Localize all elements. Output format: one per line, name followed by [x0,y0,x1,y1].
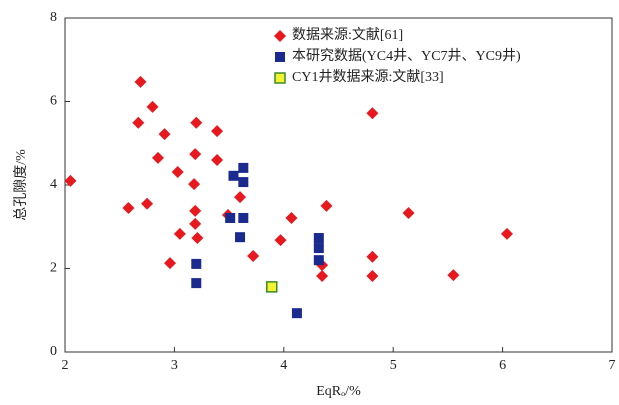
y-tick-label: 2 [50,261,57,276]
point [64,174,77,187]
point [320,199,333,212]
y-axis-label: 总孔隙度/% [13,149,29,221]
point [228,170,239,181]
point [238,212,249,223]
point [164,257,177,270]
legend-marker [274,72,286,84]
point [189,204,202,217]
point [366,250,379,263]
legend-marker [275,52,285,62]
point [134,75,147,88]
point [158,128,171,141]
point [291,308,302,319]
y-tick-label: 8 [50,10,57,25]
point [188,178,201,191]
point [266,281,278,293]
point [141,197,154,210]
point [285,211,298,224]
legend-marker [274,30,286,42]
point [191,278,202,289]
point [313,255,324,266]
point [238,177,249,188]
point [500,227,513,240]
point [402,206,415,219]
point [189,148,202,161]
point [225,212,236,223]
x-axis-label: EqRₒ/% [316,384,361,399]
x-tick-label: 7 [609,358,616,373]
point [234,191,247,204]
point [189,217,202,230]
legend-label: 本研究数据(YC4井、YC7井、YC9井) [292,48,521,64]
point [211,125,224,138]
plot-frame [64,17,613,353]
y-tick-label: 0 [50,344,57,359]
point [190,116,203,129]
point [316,270,329,283]
point [274,234,287,247]
point [132,116,145,129]
y-tick-label: 4 [50,177,57,192]
point [366,107,379,120]
point [211,153,224,166]
x-tick-label: 5 [390,358,397,373]
point [151,151,164,164]
point [191,232,204,245]
point [173,227,186,240]
point [247,249,260,262]
point [313,233,324,244]
point [238,162,249,173]
y-tick-label: 6 [50,94,57,109]
x-tick-label: 2 [62,358,69,373]
point [171,166,184,179]
point [366,270,379,283]
x-tick-label: 3 [171,358,178,373]
point [122,201,135,214]
x-tick-label: 6 [499,358,506,373]
point [313,243,324,254]
legend-label: 数据来源:文献[61] [292,27,403,43]
x-tick-label: 4 [280,358,287,373]
legend-label: CY1井数据来源:文献[33] [292,69,444,85]
point [191,258,202,269]
point [146,100,159,113]
point [235,232,246,243]
point [447,269,460,282]
